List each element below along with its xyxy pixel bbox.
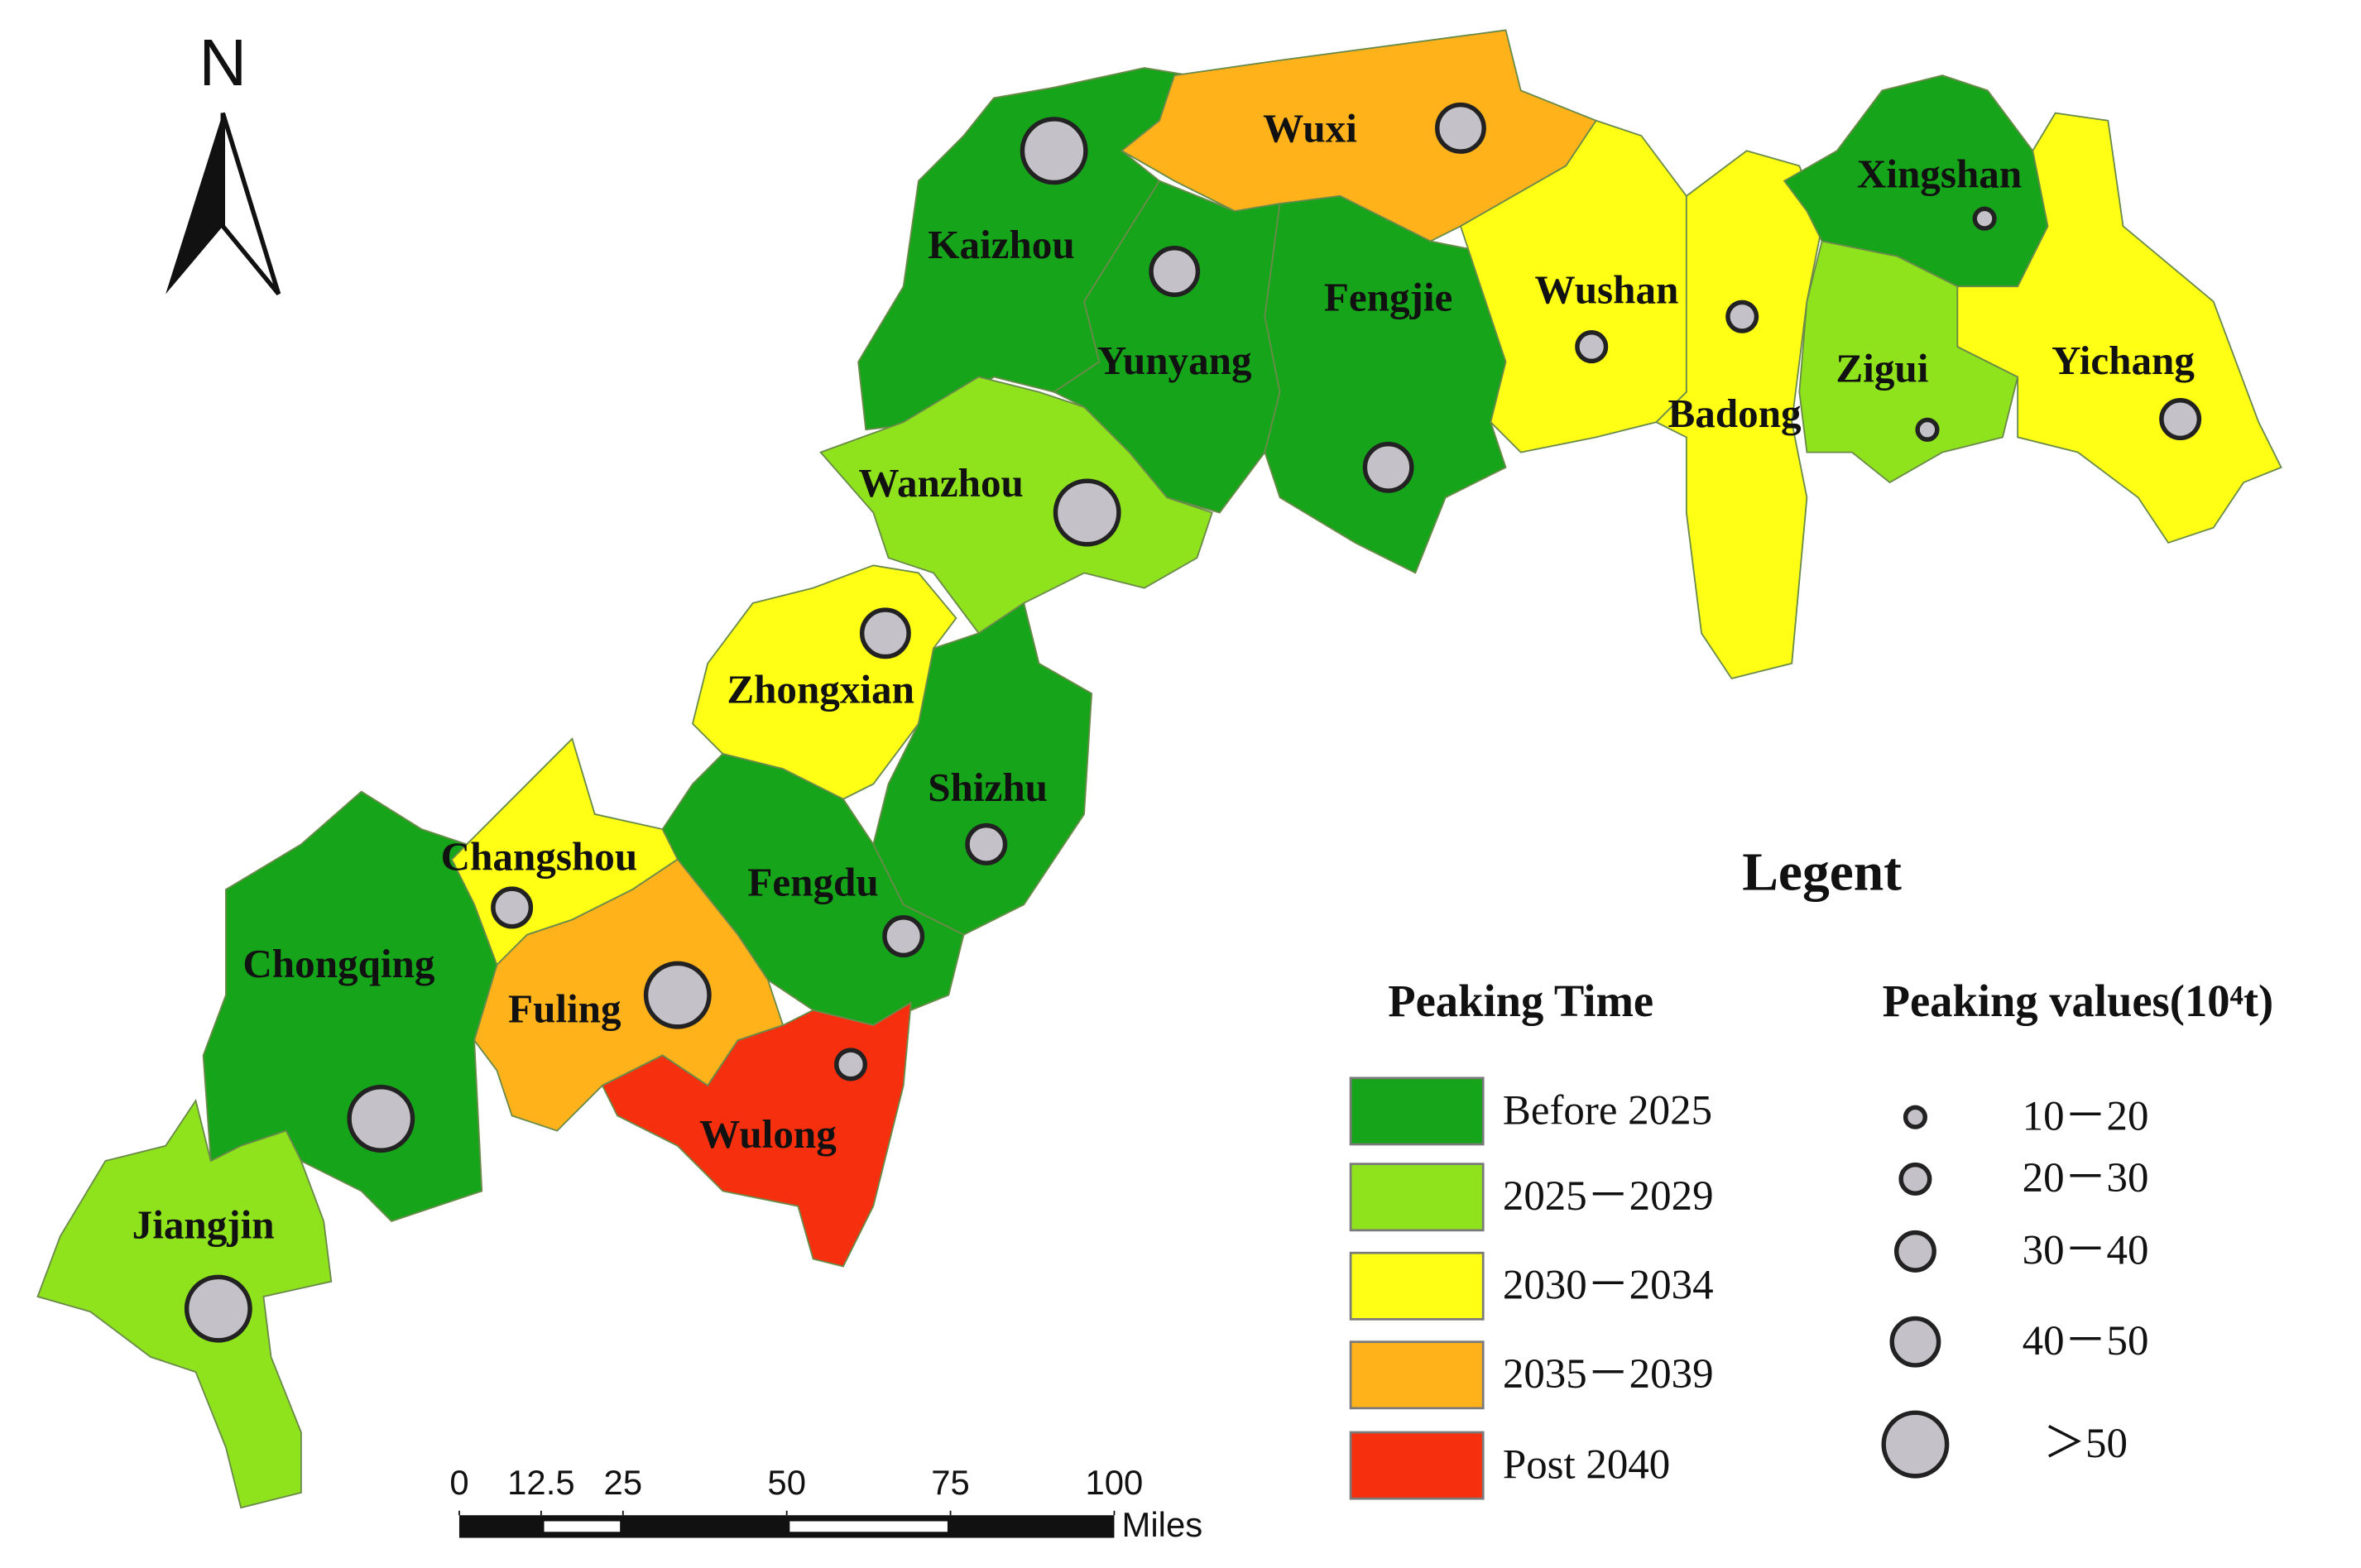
peak-circle — [1053, 478, 1121, 547]
region-label: Fengjie — [1324, 275, 1452, 320]
legend-circle — [1903, 1105, 1927, 1129]
peak-circle — [1725, 300, 1759, 333]
scale-tick-label: 100 — [1086, 1463, 1144, 1502]
scale-tick-label: 75 — [931, 1463, 970, 1502]
legend-swatch — [1349, 1163, 1485, 1232]
region-label: Fengdu — [747, 860, 878, 905]
peak-circle — [643, 961, 712, 1029]
north-arrow — [166, 113, 223, 295]
peak-circle — [859, 607, 911, 659]
legend-label: 2035－2039 — [1503, 1351, 1714, 1398]
region — [819, 376, 1213, 635]
peak-circle — [491, 886, 534, 929]
region — [601, 1001, 912, 1268]
region-label: Zigui — [1836, 345, 1928, 391]
region-label: Chongqing — [242, 941, 434, 986]
region-label: Shizhu — [928, 765, 1048, 810]
scale-tick-label: 25 — [604, 1463, 643, 1502]
peak-circle — [347, 1085, 415, 1153]
region-label: Jiangjin — [132, 1201, 275, 1247]
region-label: Wulong — [699, 1111, 837, 1157]
scale-bar-segment — [544, 1521, 621, 1532]
legend-label: 2025－2029 — [1503, 1173, 1714, 1220]
peak-circle — [184, 1274, 252, 1343]
peak-circle — [1434, 102, 1486, 154]
legend-label: 30－40 — [2023, 1228, 2149, 1274]
legend-label: Post 2040 — [1503, 1441, 1670, 1488]
legend: Before 2025 2025－2029 2030－2034 2035－2039 Po… — [1349, 1077, 2149, 1500]
scale-unit: Miles — [1122, 1505, 1203, 1544]
legend-circle — [1893, 1230, 1936, 1273]
legend-label: 10－20 — [2023, 1094, 2149, 1140]
region-label: Wuxi — [1263, 106, 1357, 151]
legend-label: 20－30 — [2023, 1155, 2149, 1201]
region-label: Fuling — [508, 986, 621, 1032]
region — [36, 1098, 333, 1509]
legend-label: Before 2025 — [1503, 1087, 1712, 1134]
legend-circle — [1898, 1162, 1932, 1196]
region-label: Zhongxian — [727, 666, 914, 712]
legend-time-title: Peaking Time — [1388, 976, 1653, 1026]
region — [1120, 29, 1598, 242]
peak-circle — [2159, 398, 2202, 441]
peak-circle — [834, 1048, 868, 1081]
legend-label: 2030－2034 — [1503, 1263, 1714, 1309]
legend-circle — [1881, 1410, 1950, 1479]
legend-swatch — [1349, 1431, 1485, 1500]
peak-circle — [1915, 417, 1940, 442]
region-label: Changshou — [441, 834, 638, 880]
region-label: Yichang — [2051, 338, 2195, 383]
legend-swatch — [1349, 1340, 1485, 1410]
legend-swatch — [1349, 1077, 1485, 1146]
scale-tick-label: 0 — [449, 1463, 468, 1502]
peak-circle — [882, 915, 925, 958]
region — [1264, 194, 1507, 574]
peak-circle — [1020, 117, 1088, 185]
legend-label: 40－50 — [2023, 1318, 2149, 1364]
region-label: Wanzhou — [859, 460, 1024, 506]
region-label: Badong — [1668, 391, 1802, 436]
scale-bar-segment — [789, 1521, 948, 1532]
region — [872, 602, 1093, 936]
legend-title: Legent — [1742, 842, 1902, 902]
peak-circle — [965, 822, 1008, 866]
scale-tick-label: 12.5 — [507, 1463, 574, 1502]
legend-label: ＞50 — [2043, 1421, 2128, 1467]
region-label: Wushan — [1534, 267, 1678, 313]
region-labels: Kaizhou Wuxi Yunyang Fengjie Wushan Badong Xin… — [132, 102, 2202, 1343]
regions — [36, 29, 2282, 1509]
region-label: Yunyang — [1097, 338, 1252, 383]
legend-value-title: Peaking values(10⁴t) — [1883, 976, 2274, 1026]
peak-circle — [1362, 441, 1414, 493]
peak-circle — [1972, 206, 1997, 231]
legend-circle — [1889, 1316, 1941, 1368]
north-arrow — [220, 112, 281, 296]
peak-circle — [1149, 246, 1201, 297]
region-label: Xingshan — [1857, 151, 2022, 196]
peak-circle — [1575, 330, 1609, 364]
north-label: N — [199, 25, 247, 99]
legend-swatch — [1349, 1251, 1485, 1321]
region-label: Kaizhou — [928, 222, 1074, 267]
scale-tick-label: 50 — [767, 1463, 806, 1502]
region — [1956, 112, 2282, 544]
